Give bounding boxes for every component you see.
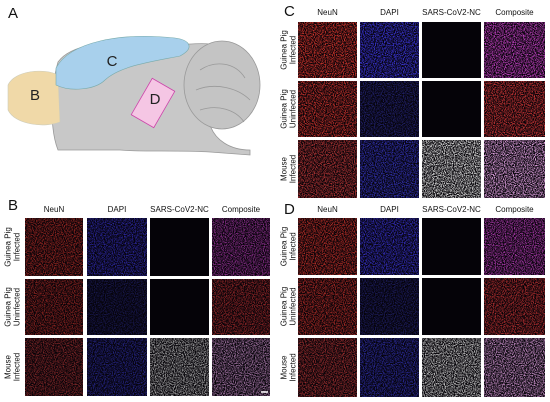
region-label: C (107, 53, 118, 70)
olfactory-bulb (7, 70, 61, 126)
row-header: MouseInfected (280, 353, 298, 381)
row-header-line: Uninfected (289, 90, 298, 128)
micrograph-signal (360, 140, 419, 198)
column-header: SARS-CoV2-NC (150, 205, 209, 214)
micrograph-signal (25, 338, 83, 396)
row-header: Guinea PigInfected (4, 227, 22, 267)
micrograph-signal (25, 279, 83, 335)
row-header: Guinea PigInfected (280, 30, 298, 70)
micrograph-signal (484, 81, 545, 137)
column-header: NeuN (317, 8, 338, 17)
row-header-line: Infected (289, 155, 298, 183)
micrograph-signal (212, 338, 270, 396)
row-header-line: Infected (289, 36, 298, 64)
row-header: Guinea PigUninfected (280, 89, 298, 129)
micrograph (422, 278, 481, 335)
row-header-line: Mouse (280, 156, 289, 181)
micrograph-signal (484, 338, 545, 397)
row-header: Guinea PigUninfected (4, 287, 22, 327)
row-header-line: Infected (13, 233, 22, 261)
micrograph-signal (298, 22, 357, 78)
row-header-line: Uninfected (289, 287, 298, 325)
micrograph-signal (422, 140, 481, 198)
micrograph-signal (360, 22, 419, 78)
row-header-line: Mouse (280, 355, 289, 380)
micrograph (422, 22, 481, 78)
row-header: MouseInfected (4, 353, 22, 381)
micrograph-signal (484, 278, 545, 335)
column-header: SARS-CoV2-NC (422, 8, 481, 17)
row-header: Guinea PigUninfected (280, 287, 298, 327)
row-header-line: Uninfected (13, 288, 22, 326)
micrograph-signal (298, 218, 357, 275)
micrograph (422, 218, 481, 275)
micrograph (150, 218, 209, 276)
row-header: MouseInfected (280, 155, 298, 183)
micrograph-signal (422, 338, 481, 397)
region-label: D (150, 91, 161, 108)
micrograph-signal (484, 140, 545, 198)
micrograph-signal (150, 338, 209, 396)
micrograph-signal (360, 278, 419, 335)
micrograph-signal (25, 218, 83, 276)
column-header: Composite (222, 205, 261, 214)
cortex (55, 36, 190, 90)
row-header-line: Infected (289, 232, 298, 260)
panel-letter: C (284, 3, 295, 20)
micrograph-signal (484, 22, 545, 78)
cerebellum (183, 40, 261, 130)
column-header: NeuN (44, 205, 65, 214)
micrograph-signal (360, 81, 419, 137)
row-header-line: Infected (289, 353, 298, 381)
row-header-line: Guinea Pig (280, 287, 289, 327)
row-header-line: Infected (13, 353, 22, 381)
column-header: SARS-CoV2-NC (422, 205, 481, 214)
micrograph-signal (298, 338, 357, 397)
row-header-line: Guinea Pig (4, 227, 13, 267)
panel-letter: D (284, 201, 295, 218)
column-header: NeuN (317, 205, 338, 214)
row-header-line: Mouse (4, 354, 13, 379)
column-header: Composite (495, 8, 534, 17)
region-label: B (30, 87, 40, 104)
panel-letter: A (8, 5, 18, 22)
panel-letter: B (8, 197, 18, 214)
column-header: DAPI (108, 205, 127, 214)
column-header: DAPI (380, 205, 399, 214)
micrograph (422, 81, 481, 137)
column-header: DAPI (380, 8, 399, 17)
micrograph-signal (298, 140, 357, 198)
micrograph (150, 279, 209, 335)
micrograph-signal (87, 279, 147, 335)
micrograph-signal (212, 279, 270, 335)
row-header-line: Guinea Pig (280, 89, 289, 129)
region-box (130, 77, 176, 129)
row-header: Guinea PigInfected (280, 227, 298, 267)
micrograph-signal (360, 218, 419, 275)
micrograph-signal (360, 338, 419, 397)
cerebellum-folds (195, 63, 251, 123)
column-header: Composite (495, 205, 534, 214)
micrograph-signal (484, 218, 545, 275)
micrograph-signal (212, 218, 270, 276)
row-header-line: Guinea Pig (280, 30, 289, 70)
row-header-line: Guinea Pig (4, 287, 13, 327)
micrograph-signal (87, 338, 147, 396)
brain-diagram: B C D (7, 36, 261, 156)
micrograph-signal (298, 81, 357, 137)
row-header-line: Guinea Pig (280, 227, 289, 267)
micrograph-signal (298, 278, 357, 335)
micrograph-signal (87, 218, 147, 276)
